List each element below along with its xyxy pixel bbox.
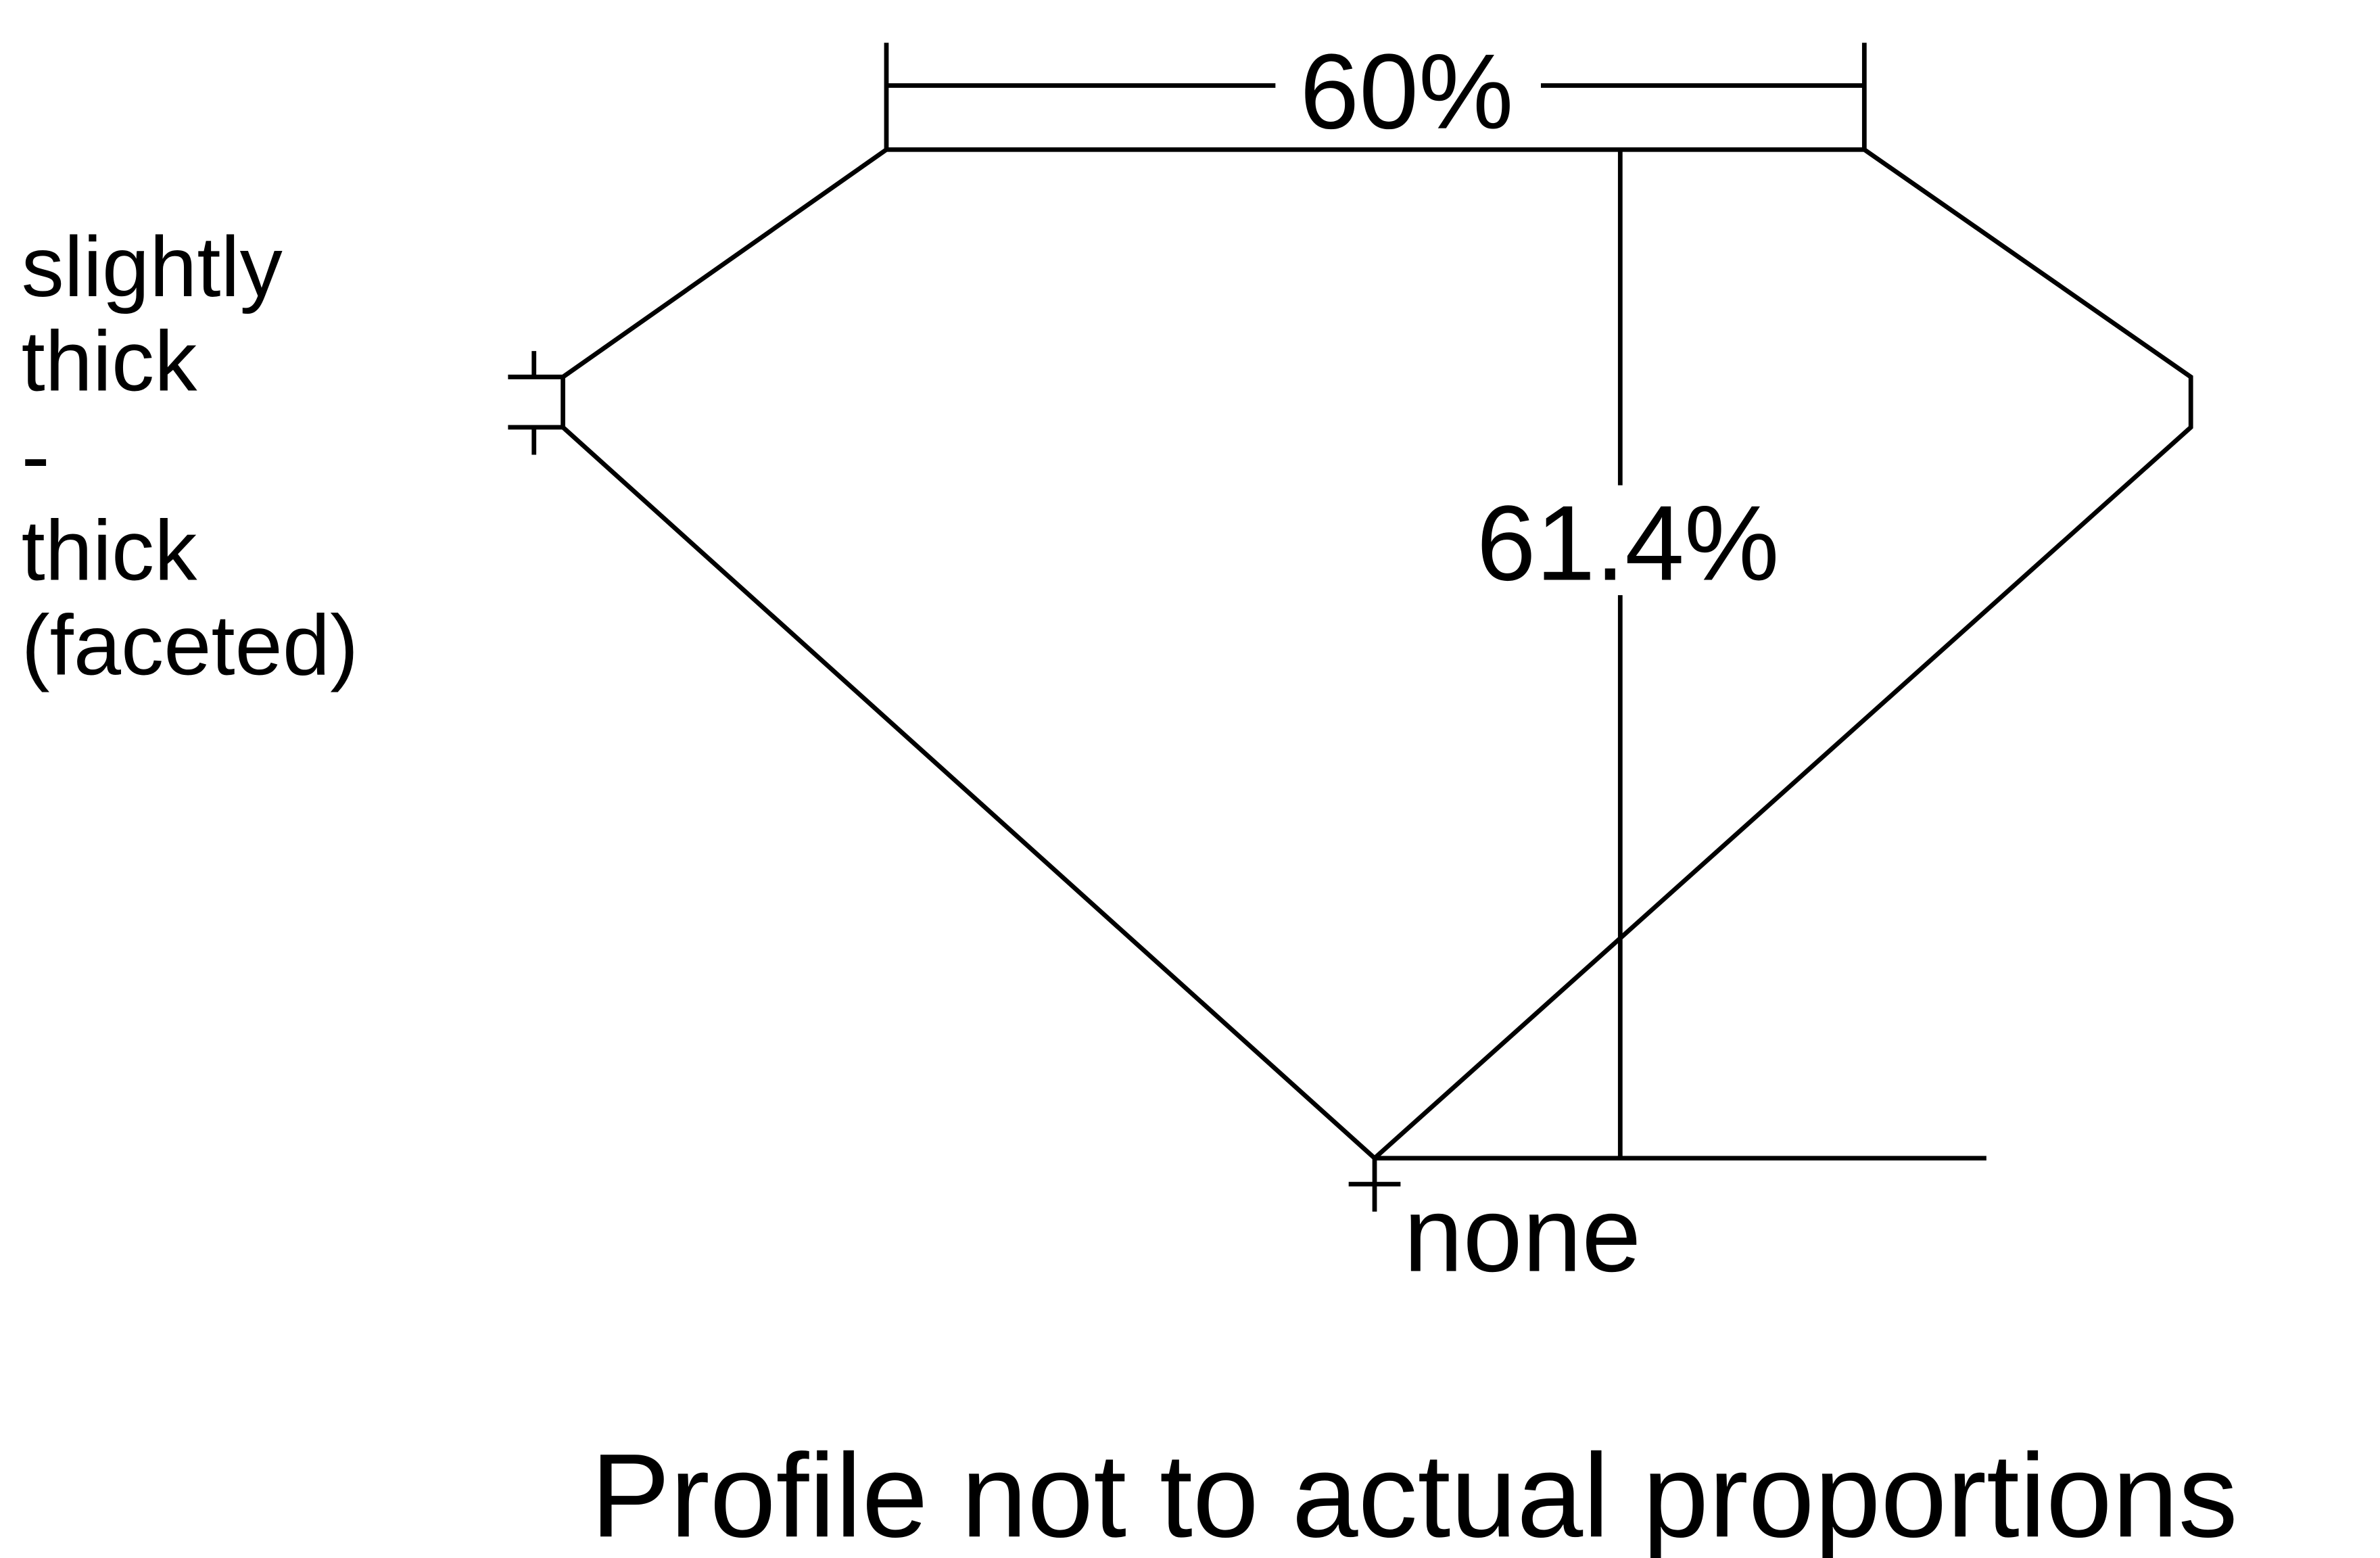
girdle-label-line: thick — [22, 503, 198, 598]
girdle-label-line: (faceted) — [22, 597, 359, 692]
table-percentage-label: 60% — [1300, 32, 1513, 151]
girdle-label-line: thick — [22, 314, 198, 409]
girdle-label-line: - — [22, 408, 50, 504]
footer-note: Profile not to actual proportions — [591, 1430, 2238, 1558]
culet-label: none — [1404, 1175, 1641, 1294]
depth-percentage-label: 61.4% — [1477, 484, 1780, 603]
girdle-label: slightly thick - thick (faceted) — [22, 219, 359, 693]
girdle-label-line: slightly — [22, 219, 283, 314]
gem-outline — [561, 147, 2193, 1162]
